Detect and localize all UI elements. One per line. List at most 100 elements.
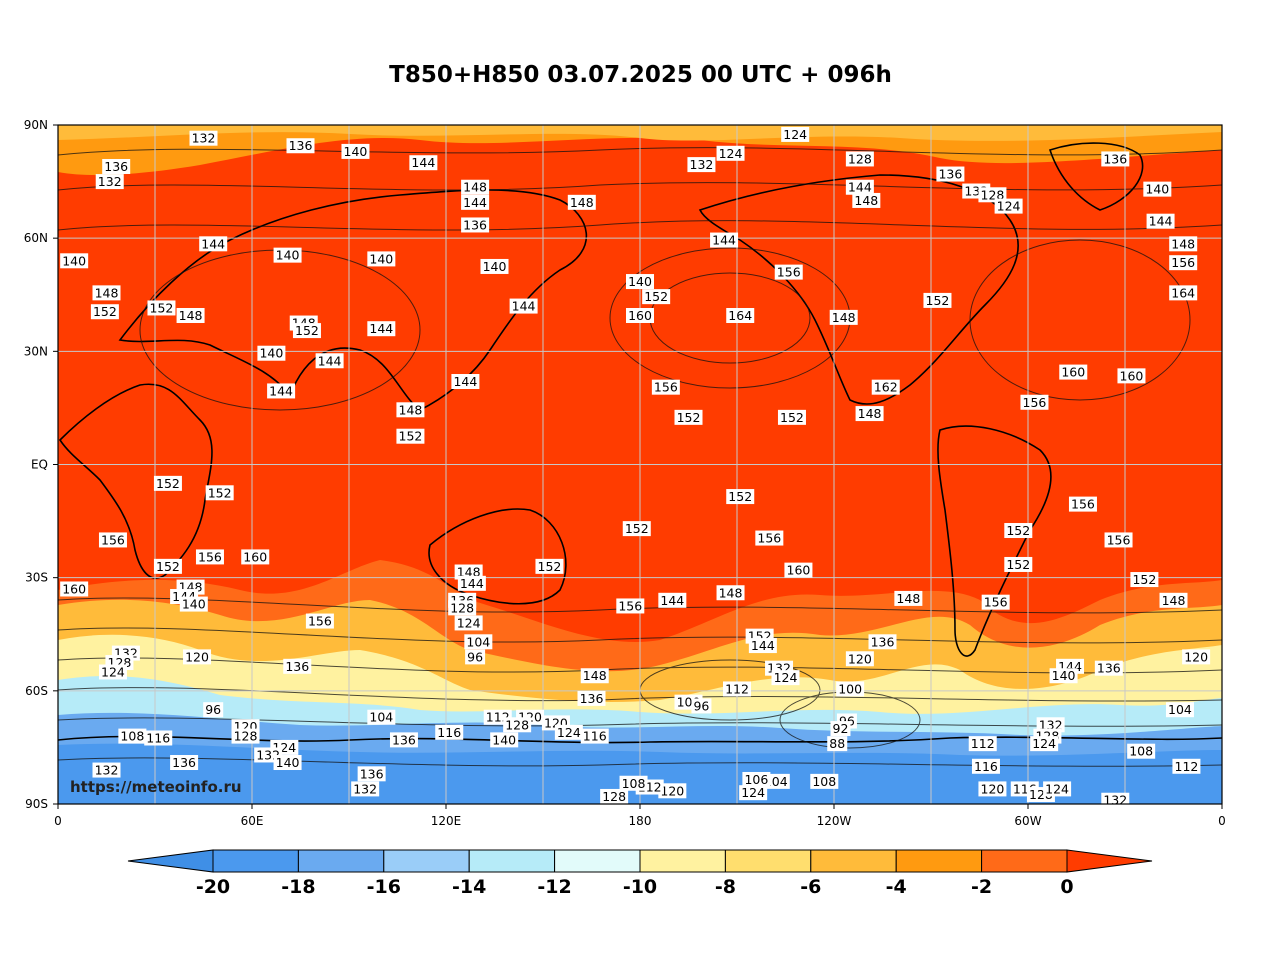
contour-label-box: [1101, 792, 1130, 804]
contour-label: 112: [1175, 759, 1199, 774]
contour-label-box: [710, 232, 739, 248]
contour-label: 112: [971, 736, 995, 751]
contour-label-box: [1169, 285, 1198, 301]
contour-label: 156: [1071, 497, 1095, 512]
contour-label-box: [367, 709, 396, 725]
contour-label-box: [509, 298, 538, 314]
contour-label-box: [622, 521, 651, 537]
contour-label-box: [836, 681, 865, 697]
contour-label: 152: [156, 559, 180, 574]
contour-label: 140: [182, 597, 206, 612]
contour-label: 152: [644, 289, 668, 304]
contour-label-box: [1182, 649, 1211, 665]
contour-label-box: [292, 323, 321, 339]
contour-label: 164: [1171, 285, 1195, 300]
contour-label-box: [981, 594, 1010, 610]
contour-label-box: [315, 353, 344, 369]
contour-label: 120: [1184, 649, 1208, 664]
contour-label: 128: [602, 789, 626, 804]
contour-label: 156: [1107, 532, 1131, 547]
watermark: https://meteoinfo.ru: [70, 778, 242, 796]
greenland-outline: [1048, 142, 1144, 211]
contour-label: 106: [744, 772, 768, 787]
contour-label: 144: [411, 155, 435, 170]
contour-label: 136: [360, 766, 384, 781]
contour-label-box: [978, 781, 1007, 797]
contour-label-box: [503, 717, 532, 733]
contour-label-box: [448, 600, 477, 616]
contour-label: 104: [369, 710, 393, 725]
contour-label-box: [1172, 758, 1201, 774]
contour-label-box: [1101, 151, 1130, 167]
contour-label-box: [871, 379, 900, 395]
y-tick-label: 60N: [24, 231, 48, 245]
contour-label: 124: [997, 199, 1021, 214]
contour-label: 160: [787, 563, 811, 578]
contour-label: 152: [1132, 572, 1156, 587]
colorbar-swatch: [981, 849, 1068, 873]
y-tick-label: 90S: [25, 797, 48, 811]
contour-label: 124: [457, 615, 481, 630]
contour-label: 132: [1103, 793, 1127, 808]
contour-label-box: [1068, 496, 1097, 512]
contour-label-box: [60, 581, 89, 597]
y-tick-label: 30N: [24, 344, 48, 358]
contour-label: 148: [179, 308, 203, 323]
contour-label: 144: [269, 383, 293, 398]
contour-label-box: [98, 664, 127, 680]
contour-label: 140: [276, 755, 300, 770]
contour-label: 144: [712, 233, 736, 248]
contour-label: 156: [984, 595, 1008, 610]
contour-label: 156: [1023, 395, 1047, 410]
contour-label-box: [600, 788, 629, 804]
contour-label: 140: [369, 251, 393, 266]
contour-label: 120: [660, 783, 684, 798]
contour-label: 140: [276, 248, 300, 263]
contour-label: 104: [1168, 702, 1192, 717]
colorbar-swatch: [212, 849, 299, 873]
contour-label: 152: [677, 410, 701, 425]
contour-label-box: [1143, 181, 1172, 197]
contour-label-box: [305, 613, 334, 629]
contour-label-box: [464, 634, 493, 650]
contour-label-box: [723, 681, 751, 697]
contour-label: 116: [974, 759, 998, 774]
contour-label-box: [454, 564, 483, 580]
contour-label-box: [1004, 523, 1033, 539]
contour-label-box: [435, 724, 464, 740]
contour-label-box: [357, 766, 386, 782]
contour-label: 112: [725, 681, 749, 696]
contour-label: 132: [353, 781, 377, 796]
contour-label-box: [716, 145, 745, 161]
contour-label-box: [580, 728, 609, 744]
contour-label-box: [535, 558, 564, 574]
contour-label: 128: [981, 187, 1005, 202]
contour-label-box: [971, 758, 1000, 774]
contour-label: 148: [854, 193, 878, 208]
contour-label: 148: [896, 591, 920, 606]
contour-label: 120: [848, 651, 872, 666]
contour-label-box: [273, 755, 302, 771]
x-tick-label: 120W: [817, 814, 852, 828]
contour-label-box: [490, 732, 519, 748]
contour-label: 160: [62, 581, 86, 596]
contour-label: 152: [93, 304, 117, 319]
contour-label: 152: [150, 300, 174, 315]
contour-label-box: [199, 236, 228, 252]
contour-label: 136: [580, 691, 604, 706]
contour-label: 144: [660, 593, 684, 608]
contour-label: 144: [463, 195, 487, 210]
contour-label-box: [726, 489, 755, 505]
contour-label-box: [183, 649, 212, 665]
contour-label-box: [189, 130, 218, 146]
contour-label-box: [286, 138, 315, 154]
contour-label-box: [716, 585, 745, 601]
contour-label-box: [852, 192, 881, 208]
north-america-outline: [698, 174, 1019, 405]
contour-label: 152: [728, 489, 752, 504]
contour-label: 116: [583, 729, 607, 744]
contour-label: 140: [1052, 668, 1076, 683]
x-axis: 0 60E 120E 180 120W 60W 0: [54, 804, 1226, 828]
contour-label-box: [580, 668, 609, 684]
contour-label: 140: [259, 346, 283, 361]
